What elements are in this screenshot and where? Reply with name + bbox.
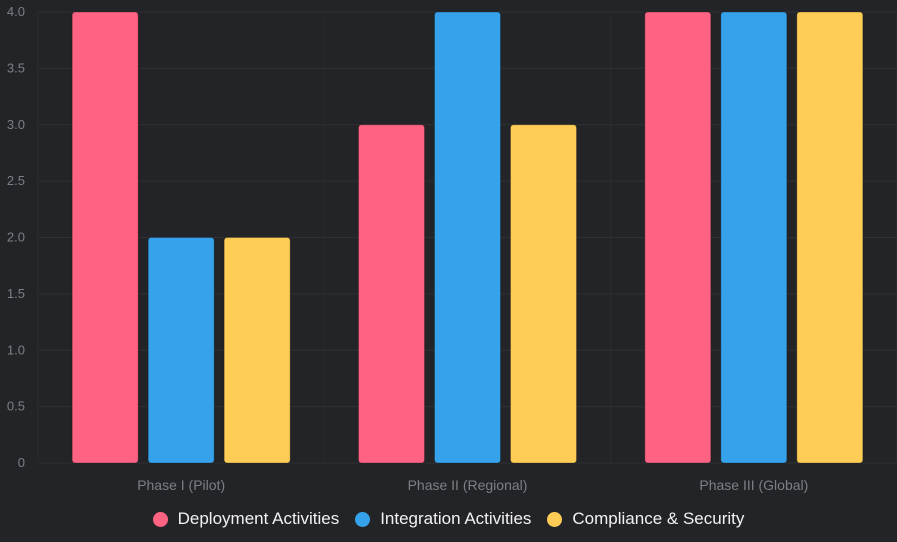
legend-label: Deployment Activities xyxy=(177,509,340,528)
legend-swatch xyxy=(152,511,168,527)
bar-chart: 0 0.5 1.0 1.5 2.0 2.5 3.0 3.5 4.0 Phase I (Pilot)… xyxy=(7,4,897,493)
y-tick-label: 2.0 xyxy=(7,230,25,245)
legend-label: Compliance & Security xyxy=(572,509,745,528)
legend-item[interactable]: Integration Activities xyxy=(355,509,531,529)
y-tick-label: 4.0 xyxy=(7,4,25,19)
bar xyxy=(644,11,712,464)
bar xyxy=(796,11,864,464)
bar xyxy=(510,124,577,464)
legend-label: Integration Activities xyxy=(380,509,532,528)
y-tick-label: 0.5 xyxy=(7,399,25,414)
bar xyxy=(434,11,501,464)
bar xyxy=(223,237,291,464)
y-tick-label: 3.0 xyxy=(7,117,25,132)
y-tick-label: 1.0 xyxy=(7,342,25,357)
y-tick-label: 3.5 xyxy=(7,60,25,75)
bar xyxy=(720,11,788,464)
x-tick-label: Phase I (Pilot) xyxy=(137,477,225,493)
bar xyxy=(147,237,215,464)
y-tick-label: 0 xyxy=(18,455,25,470)
legend-swatch xyxy=(355,511,371,527)
legend: Deployment Activities Integration Activit… xyxy=(0,506,897,532)
bar xyxy=(358,124,425,464)
x-tick-label: Phase III (Global) xyxy=(699,477,808,493)
legend-item[interactable]: Compliance & Security xyxy=(547,509,744,529)
legend-item[interactable]: Deployment Activities xyxy=(152,509,340,529)
y-tick-label: 1.5 xyxy=(7,286,25,301)
y-tick-label: 2.5 xyxy=(7,173,25,188)
legend-swatch xyxy=(547,511,563,527)
x-tick-label: Phase II (Regional) xyxy=(408,477,528,493)
bar xyxy=(71,11,139,464)
